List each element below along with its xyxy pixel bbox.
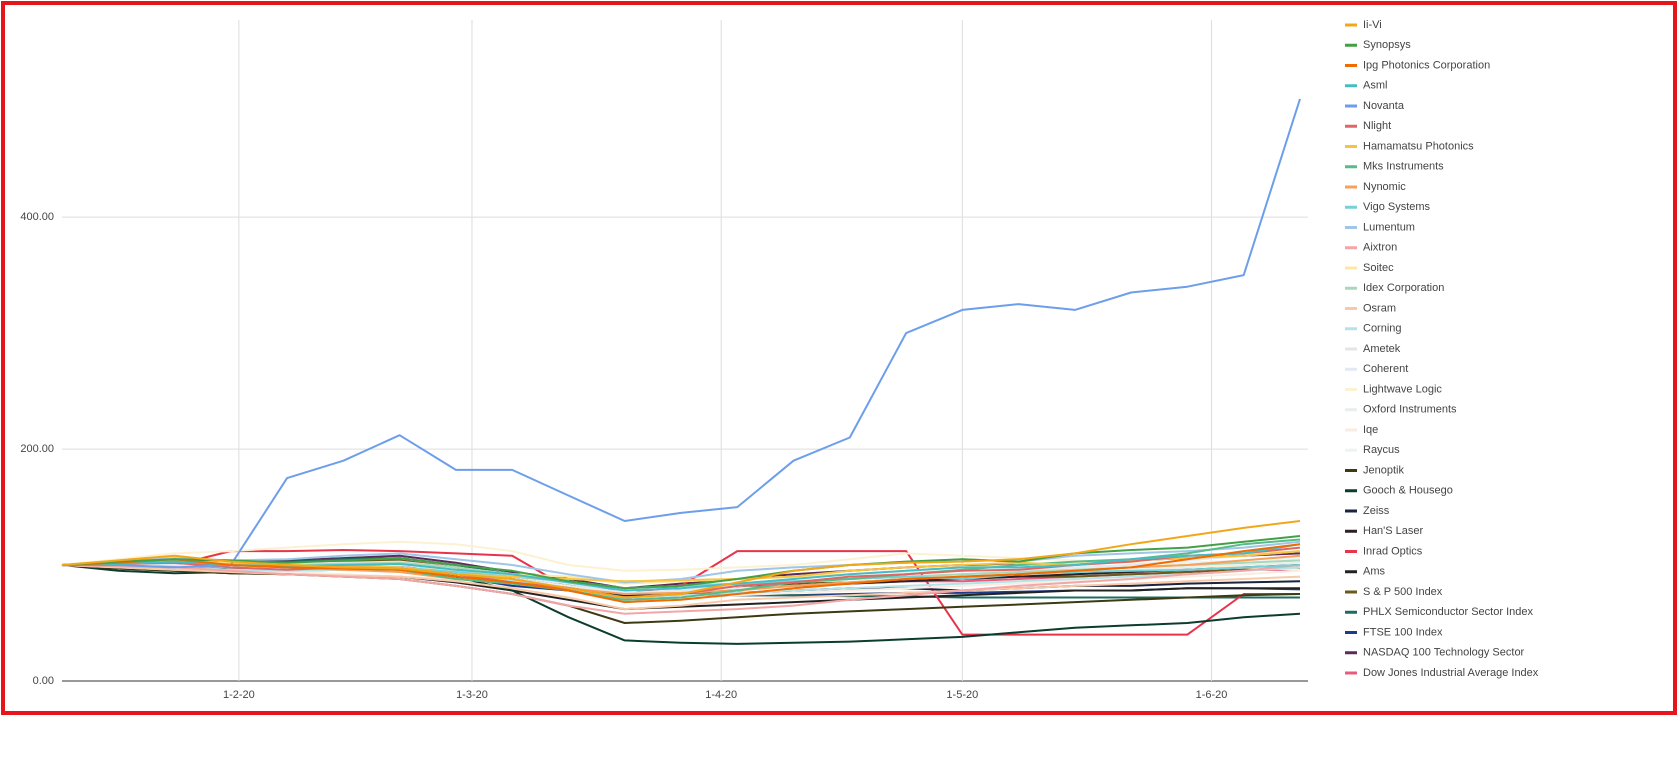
legend-label: Gooch & Housego [1363, 485, 1453, 497]
legend-label: Jenoptik [1363, 464, 1404, 476]
legend-label: Soitec [1363, 262, 1394, 274]
legend-label: Synopsys [1363, 39, 1411, 51]
series-line [62, 98, 1301, 569]
x-tick-label: 1-2-20 [223, 689, 255, 701]
legend-label: Zeiss [1363, 505, 1390, 517]
legend-label: Coherent [1363, 363, 1408, 375]
legend-label: Iqe [1363, 424, 1378, 436]
legend-label: Ipg Photonics Corporation [1363, 59, 1490, 71]
x-tick-label: 1-3-20 [456, 689, 488, 701]
legend-label: PHLX Semiconductor Sector Index [1363, 606, 1533, 618]
legend-label: Lightwave Logic [1363, 383, 1442, 395]
legend-label: S & P 500 Index [1363, 586, 1443, 598]
series-line [61, 564, 1301, 615]
y-tick-label: 400.00 [20, 211, 54, 223]
series-line [61, 543, 1301, 604]
legend-label: Ametek [1363, 343, 1401, 355]
series-line [61, 564, 1301, 599]
legend-label: NASDAQ 100 Technology Sector [1363, 647, 1525, 659]
y-tick-label: 0.00 [33, 675, 54, 687]
legend-label: Dow Jones Industrial Average Index [1363, 667, 1539, 679]
legend-label: Nlight [1363, 120, 1391, 132]
legend-label: Mks Instruments [1363, 161, 1444, 173]
legend-label: Raycus [1363, 444, 1400, 456]
series-line [61, 535, 1301, 590]
legend-label: Aixtron [1363, 242, 1397, 254]
legend-label: Inrad Optics [1363, 545, 1423, 557]
legend-label: Ams [1363, 566, 1386, 578]
legend-label: Novanta [1363, 100, 1405, 112]
legend-label: Asml [1363, 80, 1387, 92]
legend-label: Vigo Systems [1363, 201, 1431, 213]
legend-label: Han'S Laser [1363, 525, 1424, 537]
series-line [61, 520, 1301, 599]
y-tick-label: 200.00 [20, 443, 54, 455]
x-tick-label: 1-5-20 [946, 689, 978, 701]
x-tick-label: 1-4-20 [705, 689, 737, 701]
legend-label: Ii-Vi [1363, 19, 1382, 31]
legend-label: Nynomic [1363, 181, 1406, 193]
legend-label: Lumentum [1363, 221, 1415, 233]
legend-label: Idex Corporation [1363, 282, 1444, 294]
series-line [61, 540, 1301, 584]
x-tick-label: 1-6-20 [1196, 689, 1228, 701]
legend-label: Oxford Instruments [1363, 404, 1457, 416]
legend-label: FTSE 100 Index [1363, 626, 1443, 638]
legend-label: Osram [1363, 302, 1396, 314]
legend-label: Hamamatsu Photonics [1363, 140, 1474, 152]
legend-label: Corning [1363, 323, 1402, 335]
